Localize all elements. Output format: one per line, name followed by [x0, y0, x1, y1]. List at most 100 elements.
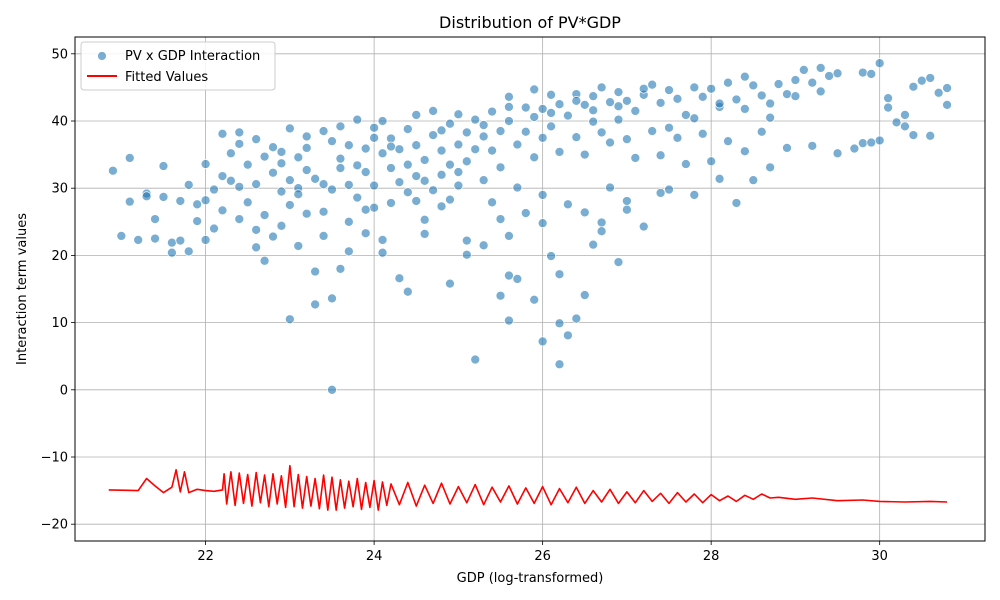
scatter-point [301, 143, 312, 153]
scatter-point [588, 105, 599, 116]
scatter-point [167, 247, 177, 258]
scatter-point [942, 83, 952, 93]
scatter-point [158, 192, 169, 202]
scatter-point [301, 165, 312, 175]
x-tick-label: 30 [871, 549, 888, 564]
scatter-point [402, 286, 413, 297]
scatter-point [478, 131, 489, 142]
scatter-point [453, 109, 464, 120]
scatter-point [276, 220, 287, 231]
scatter-point [360, 167, 371, 177]
scatter-point [529, 112, 540, 122]
scatter-point [411, 140, 422, 151]
scatter-point [411, 196, 422, 206]
scatter-point [495, 290, 506, 301]
scatter-point [343, 179, 354, 190]
scatter-point [175, 235, 186, 246]
scatter-point [453, 167, 464, 177]
legend-label-scatter: PV x GDP Interaction [125, 49, 260, 64]
scatter-point [512, 274, 523, 284]
scatter-point [310, 173, 320, 184]
scatter-point [327, 136, 337, 147]
scatter-point [352, 160, 363, 171]
x-tick-label: 26 [534, 549, 551, 564]
grid [75, 37, 985, 541]
y-tick-label: 0 [60, 383, 68, 398]
scatter-point [116, 231, 127, 241]
scatter-point [268, 142, 278, 153]
scatter-point [689, 113, 700, 124]
scatter-point [470, 354, 481, 365]
scatter-point [554, 359, 565, 370]
scatter-point [655, 188, 666, 198]
scatter-point [546, 121, 556, 132]
scatter-point [445, 278, 455, 289]
scatter-point [723, 77, 733, 88]
scatter-point [285, 175, 295, 185]
scatter-point [714, 98, 725, 109]
scatter-point [638, 83, 649, 94]
scatter-point [546, 89, 556, 100]
legend-label-line: Fitted Values [125, 70, 208, 85]
scatter-point [723, 136, 733, 147]
scatter-point [487, 197, 497, 208]
scatter-point [402, 159, 413, 170]
scatter-point [386, 141, 396, 152]
scatter-point [596, 226, 607, 237]
scatter-point [554, 147, 565, 157]
scatter-point [259, 210, 270, 220]
scatter-point [242, 197, 253, 208]
scatter-point [276, 158, 287, 169]
scatter-point [613, 101, 624, 112]
scatter-point [790, 75, 801, 85]
scatter-point [251, 134, 262, 144]
scatter-point [259, 255, 270, 266]
scatter-point [504, 315, 514, 326]
scatter-point [857, 138, 868, 149]
scatter-point [790, 91, 801, 101]
scatter-point [377, 235, 388, 245]
scatter-point [554, 99, 565, 110]
scatter-point [285, 123, 295, 134]
scatter-point [520, 102, 531, 113]
scatter-point [748, 80, 759, 91]
scatter-point [487, 145, 497, 156]
scatter-point [335, 121, 346, 132]
scatter-point [495, 162, 506, 173]
scatter-point [394, 144, 405, 155]
scatter-point [226, 148, 236, 159]
scatter-point [689, 190, 700, 200]
scatter-point [815, 63, 826, 73]
scatter-point [369, 132, 379, 143]
scatter-point [495, 214, 506, 224]
scatter-point [874, 58, 885, 69]
scatter-point [596, 217, 607, 228]
scatter-point [343, 246, 354, 257]
scatter-point [773, 79, 784, 89]
scatter-point [327, 384, 337, 395]
axes-frame [74, 36, 986, 542]
scatter-point [234, 127, 245, 138]
y-tick-label: 10 [51, 316, 68, 331]
scatter-point [124, 196, 135, 207]
scatter-point [613, 114, 624, 125]
scatter-point [495, 126, 506, 136]
scatter-point [251, 242, 262, 253]
scatter-point [377, 247, 388, 258]
scatter-point [883, 93, 893, 104]
scatter-point [504, 116, 514, 126]
scatter-point [428, 130, 438, 140]
scatter-point [891, 117, 902, 128]
scatter-point [386, 133, 396, 144]
scatter-point [419, 155, 430, 165]
scatter-point [647, 126, 658, 136]
scatter-point [318, 231, 329, 241]
scatter-point [672, 132, 683, 143]
scatter-point [301, 131, 312, 142]
scatter-point [293, 241, 304, 251]
scatter-point [343, 140, 354, 151]
scatter-point [461, 235, 472, 246]
scatter-point [563, 199, 573, 210]
scatter-point [655, 98, 666, 108]
